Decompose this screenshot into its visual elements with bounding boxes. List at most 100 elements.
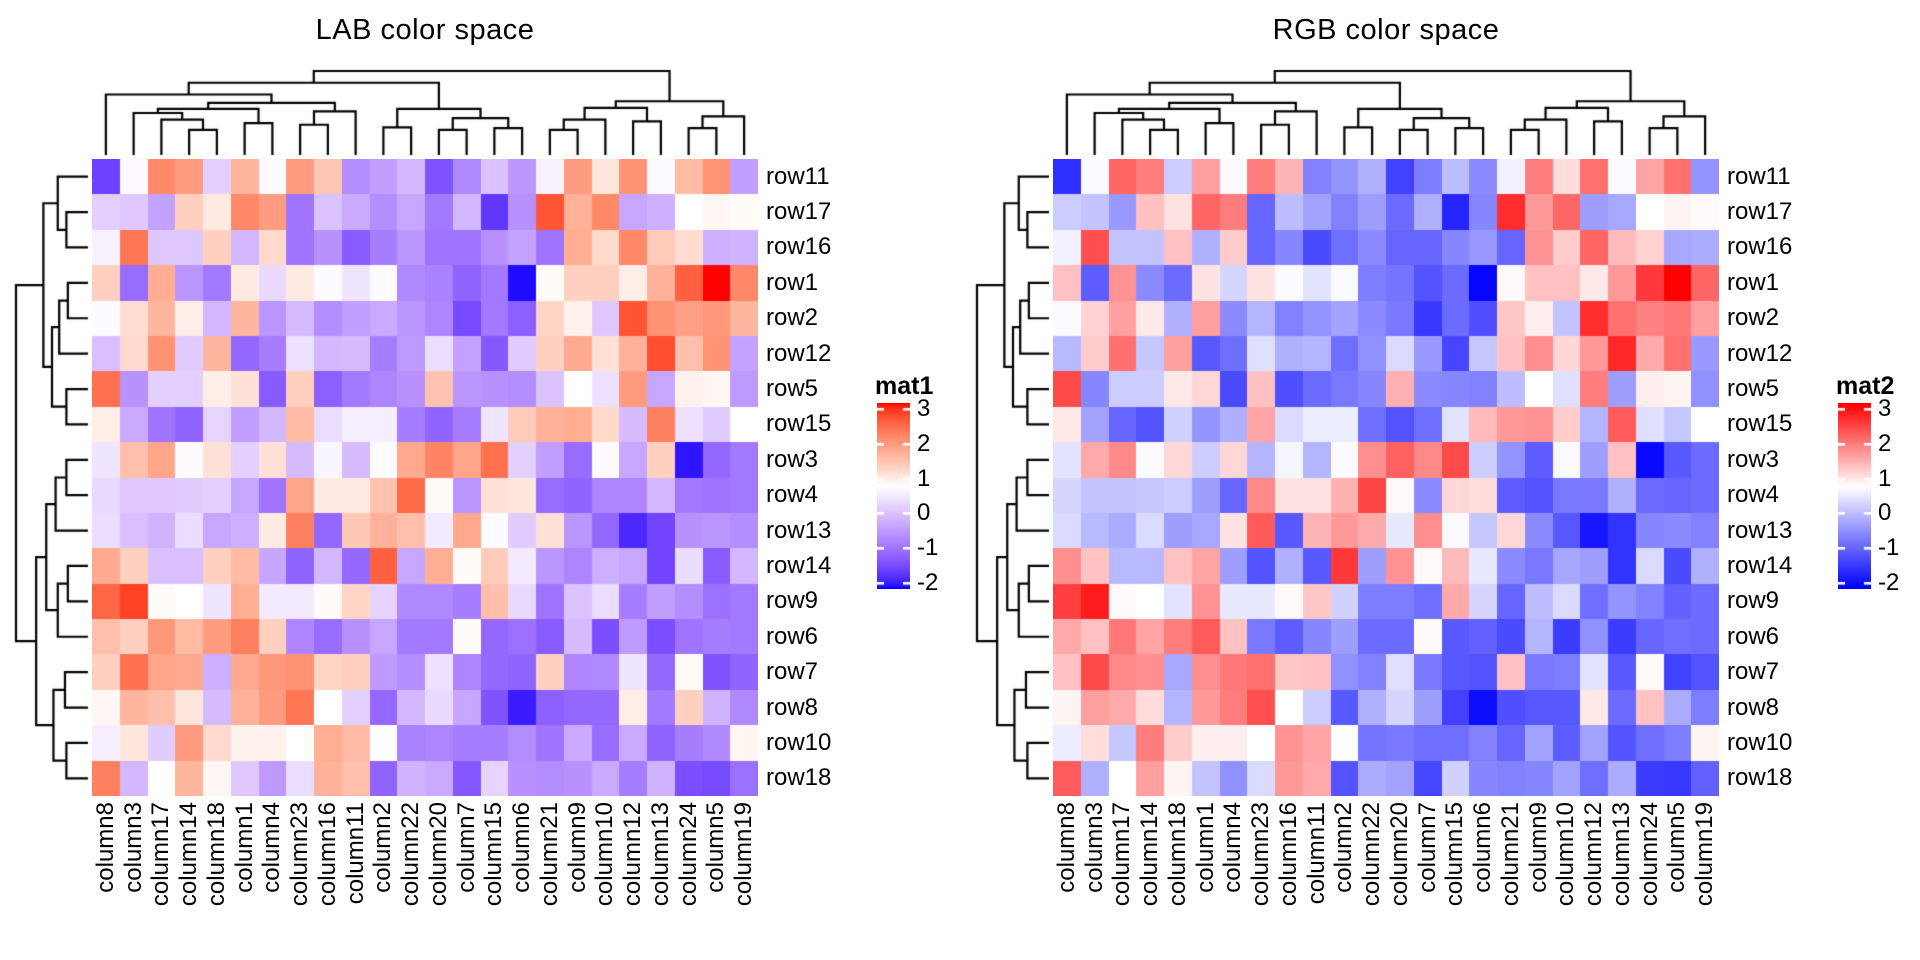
row-label: row13 <box>766 516 832 544</box>
column-label: column8 <box>91 802 119 893</box>
column-label: column24 <box>1635 802 1663 907</box>
column-label: column23 <box>286 802 314 907</box>
panel-title: RGB color space <box>1272 14 1500 46</box>
column-label: column9 <box>1524 802 1552 893</box>
column-label: column10 <box>1552 802 1580 907</box>
row-label: row1 <box>1727 268 1780 296</box>
column-label: column15 <box>480 802 508 907</box>
column-label: column5 <box>702 802 730 893</box>
row-label: row4 <box>1727 481 1780 509</box>
panel-lab-color-space: LAB color space row11 row17 row16 row1 row2 r… <box>14 14 939 907</box>
row-dendrogram <box>14 159 90 796</box>
row-label: row6 <box>1727 622 1780 650</box>
legend-tick-label: 2 <box>1878 429 1892 457</box>
column-label: column13 <box>1607 802 1635 907</box>
column-label: column10 <box>591 802 619 907</box>
heatmap-body <box>1053 159 1719 796</box>
legend-colorbar <box>877 403 910 589</box>
row-label: row1 <box>766 268 819 296</box>
row-label: row5 <box>1727 375 1780 403</box>
column-label: column1 <box>1191 802 1219 893</box>
row-label: row11 <box>1727 162 1791 190</box>
column-label: column14 <box>175 802 203 907</box>
legend-tick-label: 0 <box>917 499 931 527</box>
row-label: row7 <box>766 658 819 686</box>
legend-tick-label: 2 <box>917 429 931 457</box>
panel-title: LAB color space <box>315 14 535 46</box>
legend-title: mat1 <box>875 372 934 400</box>
column-label: column15 <box>1441 802 1469 907</box>
row-label: row2 <box>1727 304 1780 332</box>
column-label: column12 <box>1580 802 1608 907</box>
legend-tick-label: 1 <box>917 464 931 492</box>
column-label: column22 <box>397 802 425 907</box>
row-label: row10 <box>766 728 832 756</box>
row-label: row14 <box>1727 551 1793 579</box>
column-label: column2 <box>1330 802 1358 893</box>
column-dendrogram <box>92 68 758 157</box>
panel-rgb-color-space: RGB color space row11 row17 row16 row1 row2 r… <box>961 0 1920 960</box>
legend-tick-label: -2 <box>1878 569 1900 596</box>
legend-tick-label: -2 <box>917 569 939 596</box>
legend-tick-label: 0 <box>1878 499 1892 527</box>
column-label: column20 <box>424 802 452 907</box>
column-label: column17 <box>147 802 175 907</box>
column-label: column3 <box>119 802 147 893</box>
column-label: column17 <box>1108 802 1136 907</box>
row-label: row10 <box>1727 728 1793 756</box>
column-label: column6 <box>508 802 536 893</box>
row-label: row6 <box>766 622 819 650</box>
row-label: row9 <box>1727 587 1780 615</box>
column-label: column21 <box>535 802 563 907</box>
column-label: column14 <box>1136 802 1164 907</box>
row-label: row12 <box>766 339 832 367</box>
column-label: column6 <box>1469 802 1497 893</box>
row-label: row2 <box>766 304 819 332</box>
row-label: row14 <box>766 551 832 579</box>
legend-tick-label: -1 <box>1878 534 1900 562</box>
row-label: row11 <box>766 162 830 190</box>
column-label: column13 <box>646 802 674 907</box>
row-label: row16 <box>766 233 832 261</box>
column-label: column9 <box>563 802 591 893</box>
column-label: column11 <box>341 802 369 905</box>
heatmap-body <box>92 159 758 796</box>
row-label: row8 <box>766 693 819 721</box>
column-label: column8 <box>1052 802 1080 893</box>
column-label: column24 <box>674 802 702 907</box>
column-label: column18 <box>1163 802 1191 907</box>
column-dendrogram <box>1053 68 1719 157</box>
column-label: column12 <box>619 802 647 907</box>
row-label: row9 <box>766 587 819 615</box>
row-label: row5 <box>766 375 819 403</box>
row-label: row18 <box>766 764 832 792</box>
legend-tick-label: 3 <box>1878 395 1892 422</box>
column-label: column21 <box>1496 802 1524 907</box>
column-label: column19 <box>1691 802 1719 907</box>
column-label: column7 <box>452 802 480 893</box>
column-label: column23 <box>1247 802 1275 907</box>
column-label: column11 <box>1302 802 1330 905</box>
column-label: column4 <box>1219 802 1247 893</box>
column-label: column19 <box>730 802 758 907</box>
row-label: row16 <box>1727 233 1793 261</box>
column-label: column20 <box>1385 802 1413 907</box>
row-label: row15 <box>1727 410 1793 438</box>
column-label: column3 <box>1080 802 1108 893</box>
column-label: column4 <box>258 802 286 893</box>
row-label: row15 <box>766 410 832 438</box>
column-label: column16 <box>313 802 341 907</box>
column-label: column5 <box>1663 802 1691 893</box>
row-label: row7 <box>1727 658 1780 686</box>
row-dendrogram <box>975 159 1051 796</box>
legend-tick-label: 3 <box>917 395 931 422</box>
row-label: row17 <box>1727 198 1793 226</box>
legend-tick-label: -1 <box>917 534 939 562</box>
row-label: row4 <box>766 481 819 509</box>
column-label: column2 <box>369 802 397 893</box>
legend-colorbar <box>1838 403 1871 589</box>
row-label: row17 <box>766 198 832 226</box>
row-label: row12 <box>1727 339 1793 367</box>
row-label: row8 <box>1727 693 1780 721</box>
